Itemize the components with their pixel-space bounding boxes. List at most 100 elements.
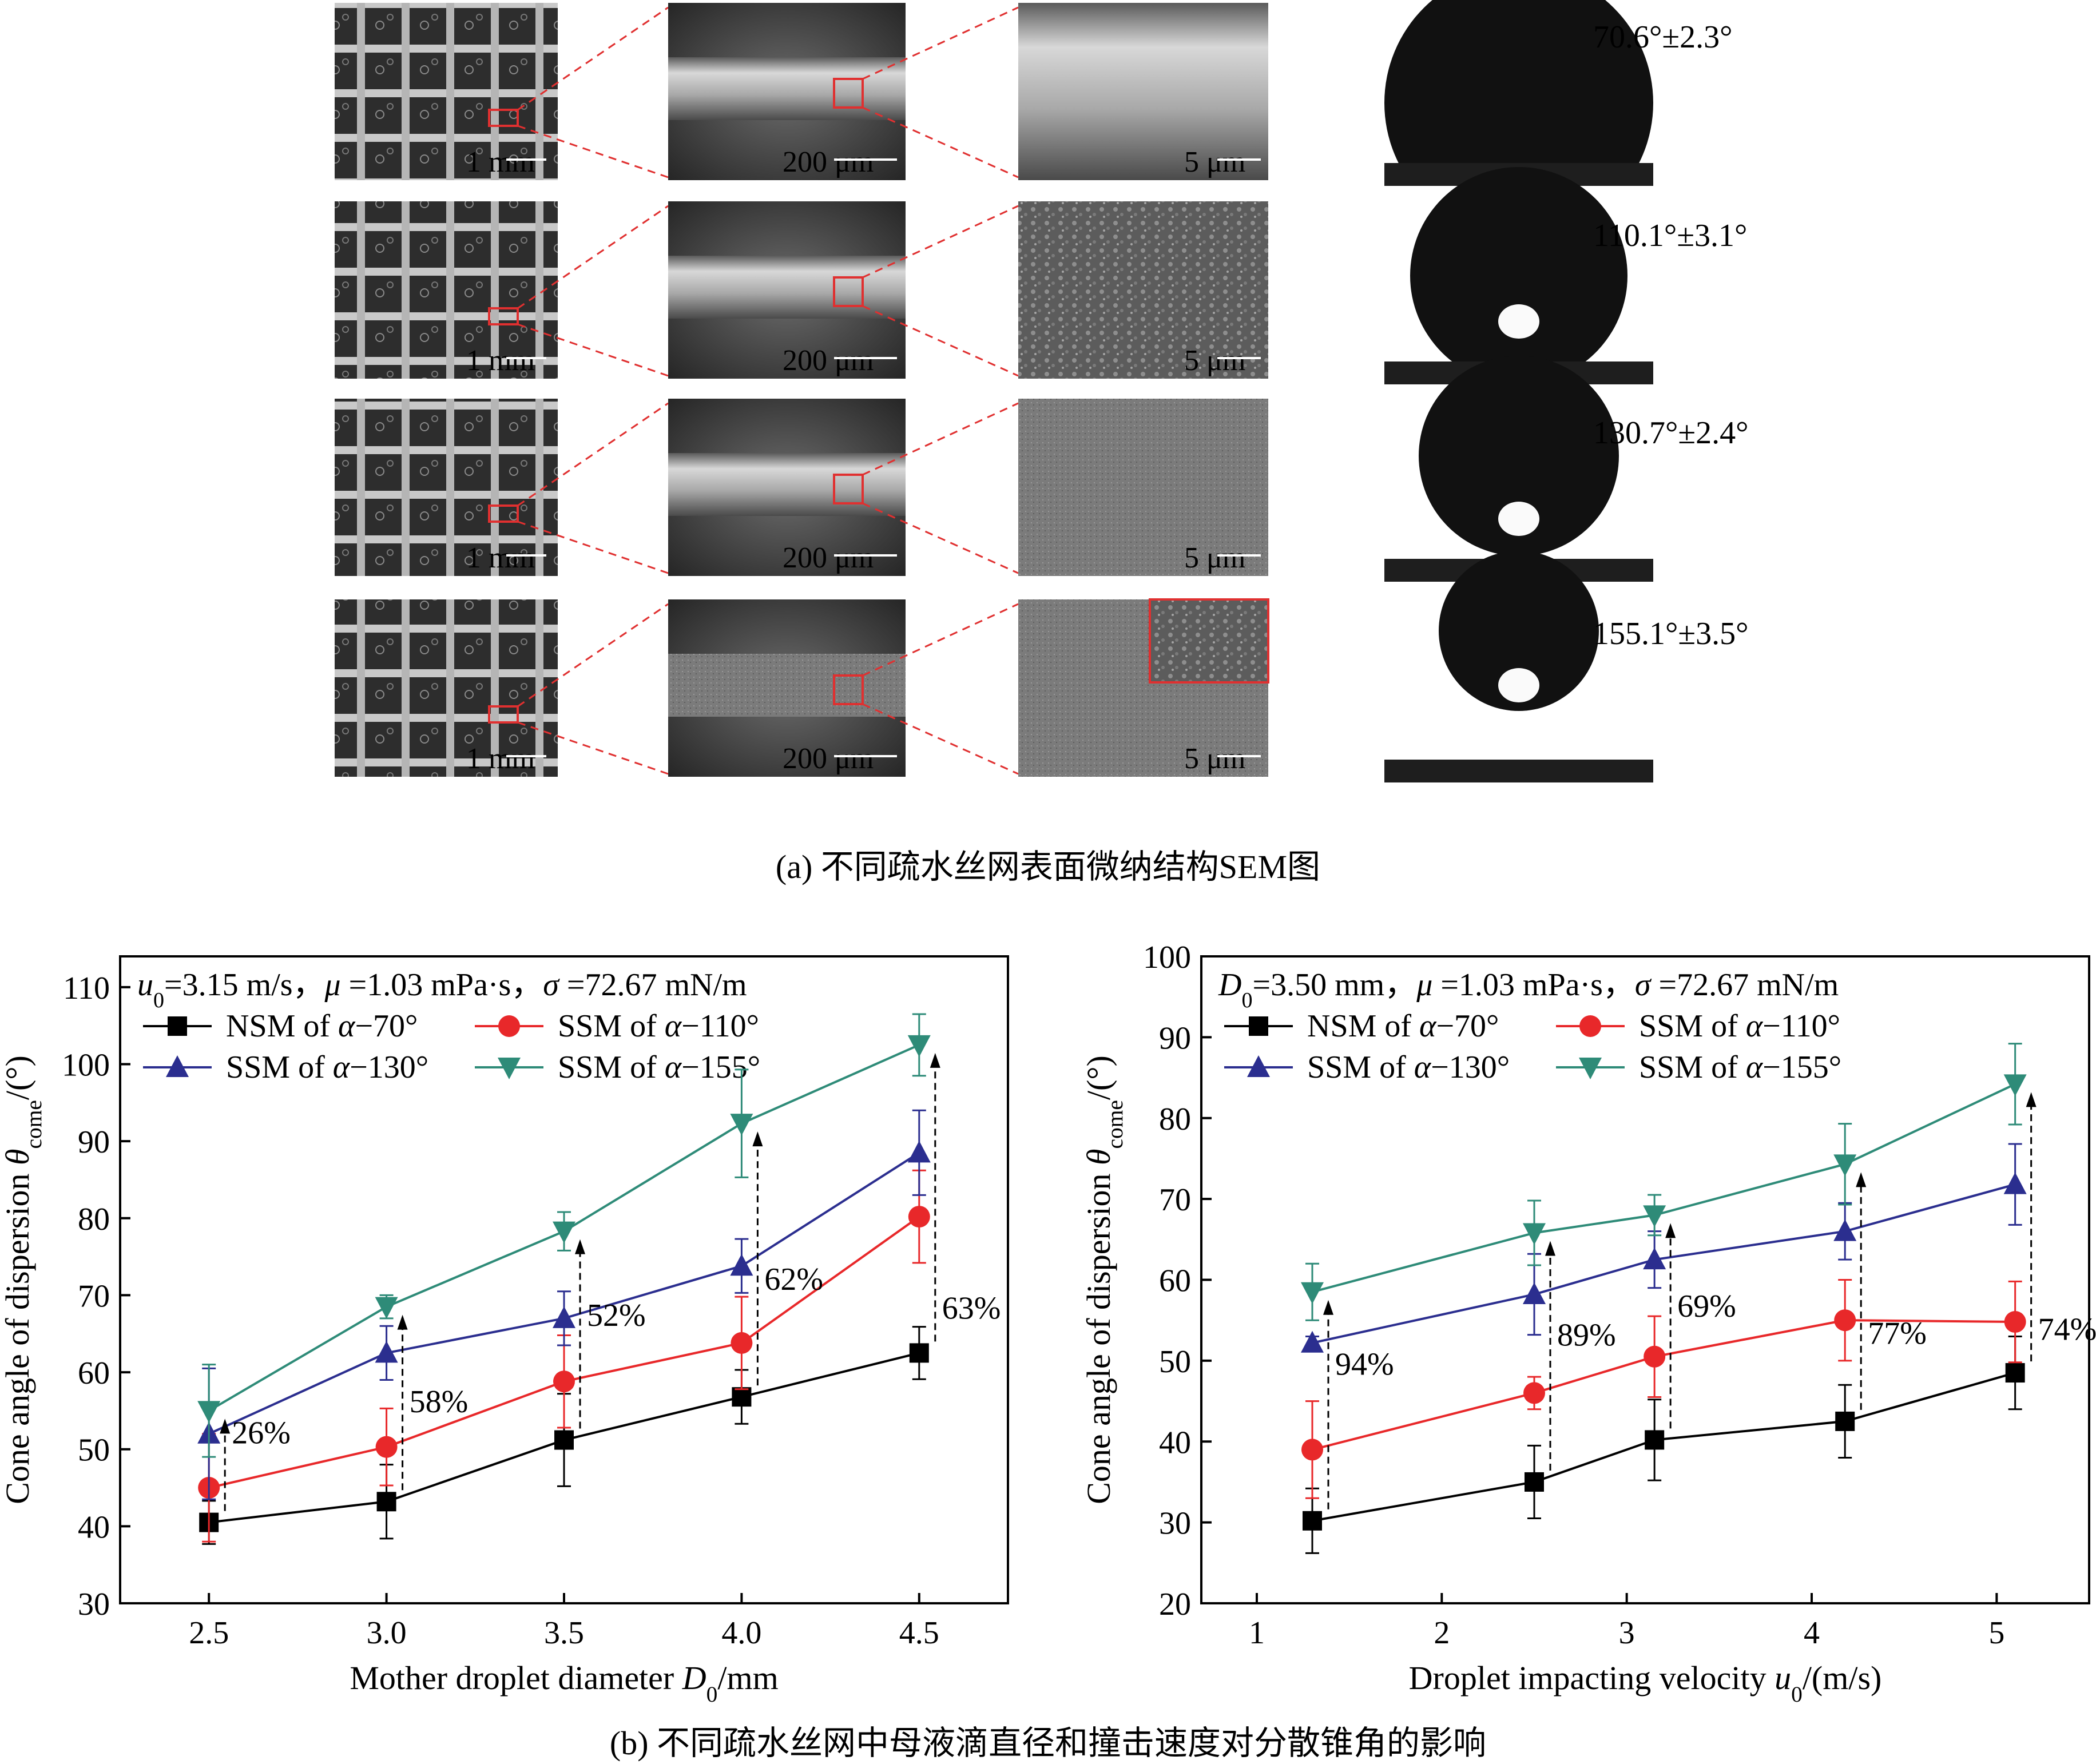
scale-bar-label-high: 5 μm (1184, 542, 1245, 574)
droplet-highlight (1498, 502, 1539, 536)
improvement-label: 62% (764, 1262, 823, 1297)
arrow-head (930, 1052, 940, 1068)
data-point (1523, 1223, 1546, 1245)
data-point (730, 1254, 753, 1276)
legend-marker (498, 1058, 521, 1079)
scale-bar-label-mid: 200 μm (783, 344, 874, 377)
connector-line (862, 6, 1019, 80)
data-point (908, 1206, 930, 1228)
x-tick-label: 3 (1619, 1615, 1635, 1651)
x-tick-label: 3.0 (367, 1615, 407, 1651)
connector-line (517, 205, 669, 309)
legend-label: SSM of α−130° (226, 1050, 428, 1085)
legend-marker (1247, 1055, 1270, 1077)
x-tick-label: 3.5 (544, 1615, 584, 1651)
scale-bar-label-low: 1 mm (466, 146, 535, 178)
droplet (1410, 167, 1627, 361)
scale-bar-label-high: 5 μm (1184, 742, 1245, 775)
mesh-overview-image (335, 3, 558, 180)
contact-angle-label: 70.6°±2.3° (1593, 19, 1733, 55)
legend-marker (166, 1055, 189, 1077)
x-tick-label: 4 (1804, 1615, 1820, 1651)
arrow-head (1545, 1241, 1555, 1256)
high-mag-image (1018, 399, 1268, 576)
y-tick-label: 50 (1159, 1344, 1191, 1380)
scale-bar (834, 158, 897, 161)
zoom-box (488, 504, 519, 523)
scale-bar-label-low: 1 mm (466, 344, 535, 377)
scale-bar (506, 357, 546, 359)
substrate (1384, 760, 1653, 782)
y-tick-label: 40 (1159, 1425, 1191, 1460)
data-point (2004, 1311, 2026, 1333)
data-point (1835, 1411, 1855, 1431)
arrow-head (1323, 1300, 1333, 1315)
zoom-box (833, 276, 864, 307)
data-point (732, 1387, 752, 1407)
legend-marker (168, 1016, 187, 1036)
data-point (553, 1370, 575, 1393)
data-point (1523, 1382, 1545, 1404)
connector-line (862, 703, 1019, 775)
improvement-label: 69% (1677, 1289, 1736, 1324)
arrow-head (397, 1314, 408, 1330)
data-point (197, 1401, 221, 1423)
legend-label: SSM of α−110° (558, 1008, 759, 1044)
scale-bar (506, 158, 546, 161)
x-tick-label: 2 (1434, 1615, 1450, 1651)
zoom-box (488, 705, 519, 724)
y-tick-label: 60 (78, 1356, 110, 1391)
mesh-overview-image (335, 201, 558, 379)
y-tick-label: 60 (1159, 1264, 1191, 1299)
y-tick-label: 20 (1159, 1587, 1191, 1622)
data-point (909, 1343, 929, 1363)
y-axis-label: Cone angle of dispersion θcome/(°) (1080, 1055, 1128, 1504)
chart-velocity: 1 2 3 4 5 20 30 40 50 60 70 80 90 100 Droplet impactin… (1080, 940, 2096, 1707)
mesh-overview-image (335, 399, 558, 576)
improvement-label: 63% (942, 1290, 1001, 1326)
scale-bar-label-mid: 200 μm (783, 742, 874, 775)
legend-marker (498, 1015, 520, 1037)
y-tick-label: 80 (1159, 1102, 1191, 1137)
x-axis-label: Droplet impacting velocity u0/(m/s) (1409, 1659, 1882, 1707)
improvement-label: 94% (1335, 1346, 1394, 1382)
panel-b-caption: (b) 不同疏水丝网中母液滴直径和撞击速度对分散锥角的影响 (609, 1725, 1487, 1762)
legend-marker (1579, 1015, 1601, 1037)
scale-bar (834, 357, 897, 359)
scale-bar (1217, 158, 1261, 161)
droplet-highlight (1498, 304, 1539, 339)
zoom-box (488, 109, 519, 127)
droplet-highlight (1498, 668, 1539, 702)
chart-diameter: 2.5 3.0 3.5 4.0 4.5 30 40 50 60 70 80 90 100 110 Mothe… (0, 955, 1009, 1707)
arrow-head (575, 1239, 585, 1254)
scale-bar-label-high: 5 μm (1184, 344, 1245, 377)
data-point (1303, 1511, 1322, 1531)
data-point (1643, 1205, 1666, 1227)
conditions-text: u0=3.15 m/s，μ =1.03 mPa·s，σ =72.67 mN/m (137, 967, 747, 1012)
series-2 (1301, 1143, 2027, 1353)
y-tick-label: 90 (1159, 1020, 1191, 1056)
improvement-label: 58% (410, 1384, 469, 1420)
data-point (1301, 1439, 1323, 1461)
y-tick-label: 30 (78, 1587, 110, 1622)
data-point (2005, 1363, 2025, 1383)
contact-angle-label: 130.7°±2.4° (1593, 415, 1749, 451)
y-tick-label: 110 (63, 971, 110, 1006)
droplet (1419, 356, 1619, 556)
contact-angle-label: 155.1°±3.5° (1593, 616, 1749, 651)
sem-row: 1 mm 200 μm 5 μm 110.1°±3.1° (335, 167, 1747, 384)
data-point (376, 1492, 396, 1512)
arrow-head (1856, 1172, 1867, 1187)
legend-label: SSM of α−130° (1307, 1050, 1510, 1085)
zoom-box (488, 307, 519, 325)
legend-label: NSM of α−70° (1307, 1008, 1499, 1044)
scale-bar (1217, 554, 1261, 557)
y-tick-label: 100 (62, 1048, 110, 1083)
data-point (2003, 1172, 2027, 1194)
data-point (553, 1221, 575, 1243)
sem-figure: 1 mm 200 μm 5 μm 70.6°±2.3° 1 mm 200 μm 5 μm 11… (335, 0, 1749, 782)
data-point (730, 1114, 753, 1136)
connector-line (862, 502, 1019, 574)
y-tick-label: 80 (78, 1202, 110, 1237)
scale-bar-label-high: 5 μm (1184, 146, 1245, 178)
